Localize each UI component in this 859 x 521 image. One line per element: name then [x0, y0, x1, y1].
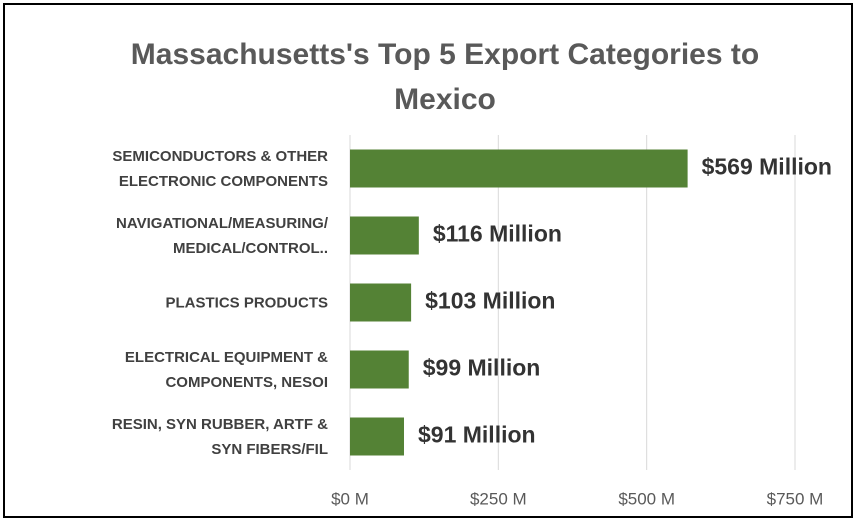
y-tick-label: SEMICONDUCTORS & OTHER ELECTRONIC COMPON…: [112, 147, 328, 190]
bar: [350, 216, 419, 255]
x-tick-label: $750 M: [767, 489, 824, 508]
x-tick-label: $500 M: [618, 489, 675, 508]
value-label: $103 Million: [425, 288, 555, 314]
y-tick-label: RESIN, SYN RUBBER, ARTF & SYN FIBERS/FIL: [111, 415, 328, 458]
chart-title: Massachusetts's Top 5 Export Categories …: [130, 38, 760, 116]
value-label: $569 Million: [702, 154, 832, 180]
x-tick-label: $250 M: [470, 489, 527, 508]
value-label: $99 Million: [423, 355, 541, 381]
y-tick-label: ELECTRICAL EQUIPMENT & COMPONENTS, NESOI: [124, 348, 328, 391]
bar: [350, 417, 404, 456]
frame: [3, 3, 853, 518]
x-tick-label: $0 M: [331, 489, 369, 508]
bar: [350, 283, 412, 322]
bar: [350, 149, 688, 188]
value-label: $91 Million: [418, 422, 536, 448]
bar: [350, 350, 409, 389]
y-tick-label: PLASTICS PRODUCTS: [165, 294, 328, 311]
value-label: $116 Million: [433, 221, 562, 247]
y-tick-label: NAVIGATIONAL/MEASURING/ MEDICAL/CONTROL.…: [116, 214, 328, 257]
